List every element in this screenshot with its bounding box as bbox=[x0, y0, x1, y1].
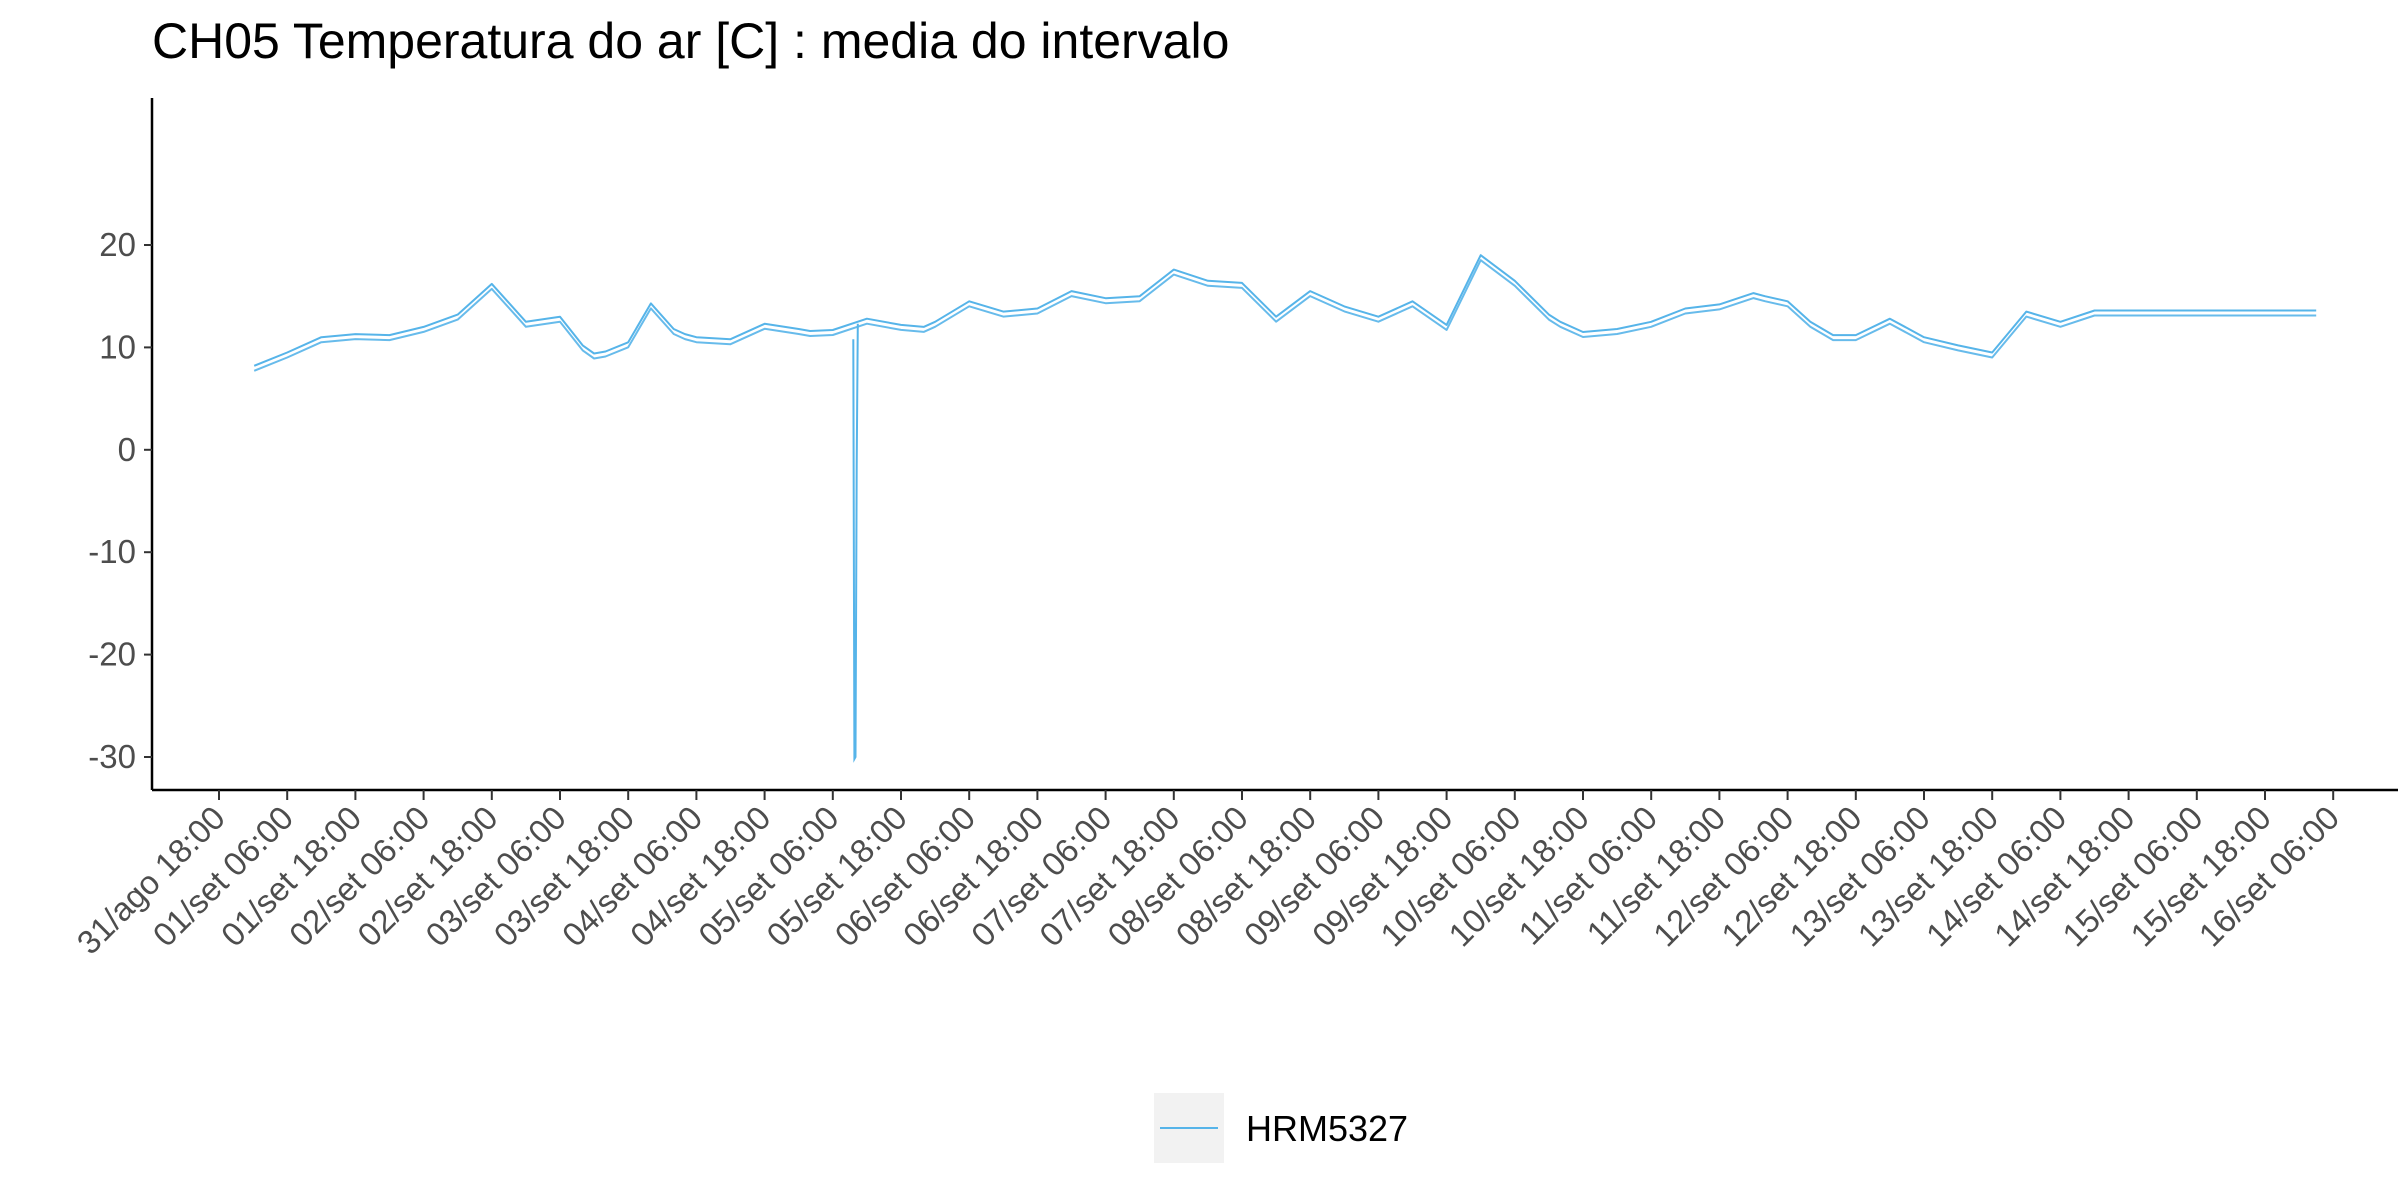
y-tick-label: 10 bbox=[99, 328, 136, 365]
y-tick-label: 0 bbox=[118, 431, 136, 468]
y-tick-label: -10 bbox=[88, 533, 136, 570]
y-tick-label: -20 bbox=[88, 636, 136, 673]
series-line-HRM5327-trace bbox=[253, 259, 2317, 372]
y-tick-label: 20 bbox=[99, 226, 136, 263]
y-tick-label: -30 bbox=[88, 738, 136, 775]
series-anomaly-HRM5327 bbox=[852, 323, 859, 763]
chart-title: CH05 Temperatura do ar [C] : media do in… bbox=[152, 13, 1230, 69]
legend-label: HRM5327 bbox=[1246, 1108, 1408, 1149]
series-line-HRM5327 bbox=[253, 254, 2317, 367]
